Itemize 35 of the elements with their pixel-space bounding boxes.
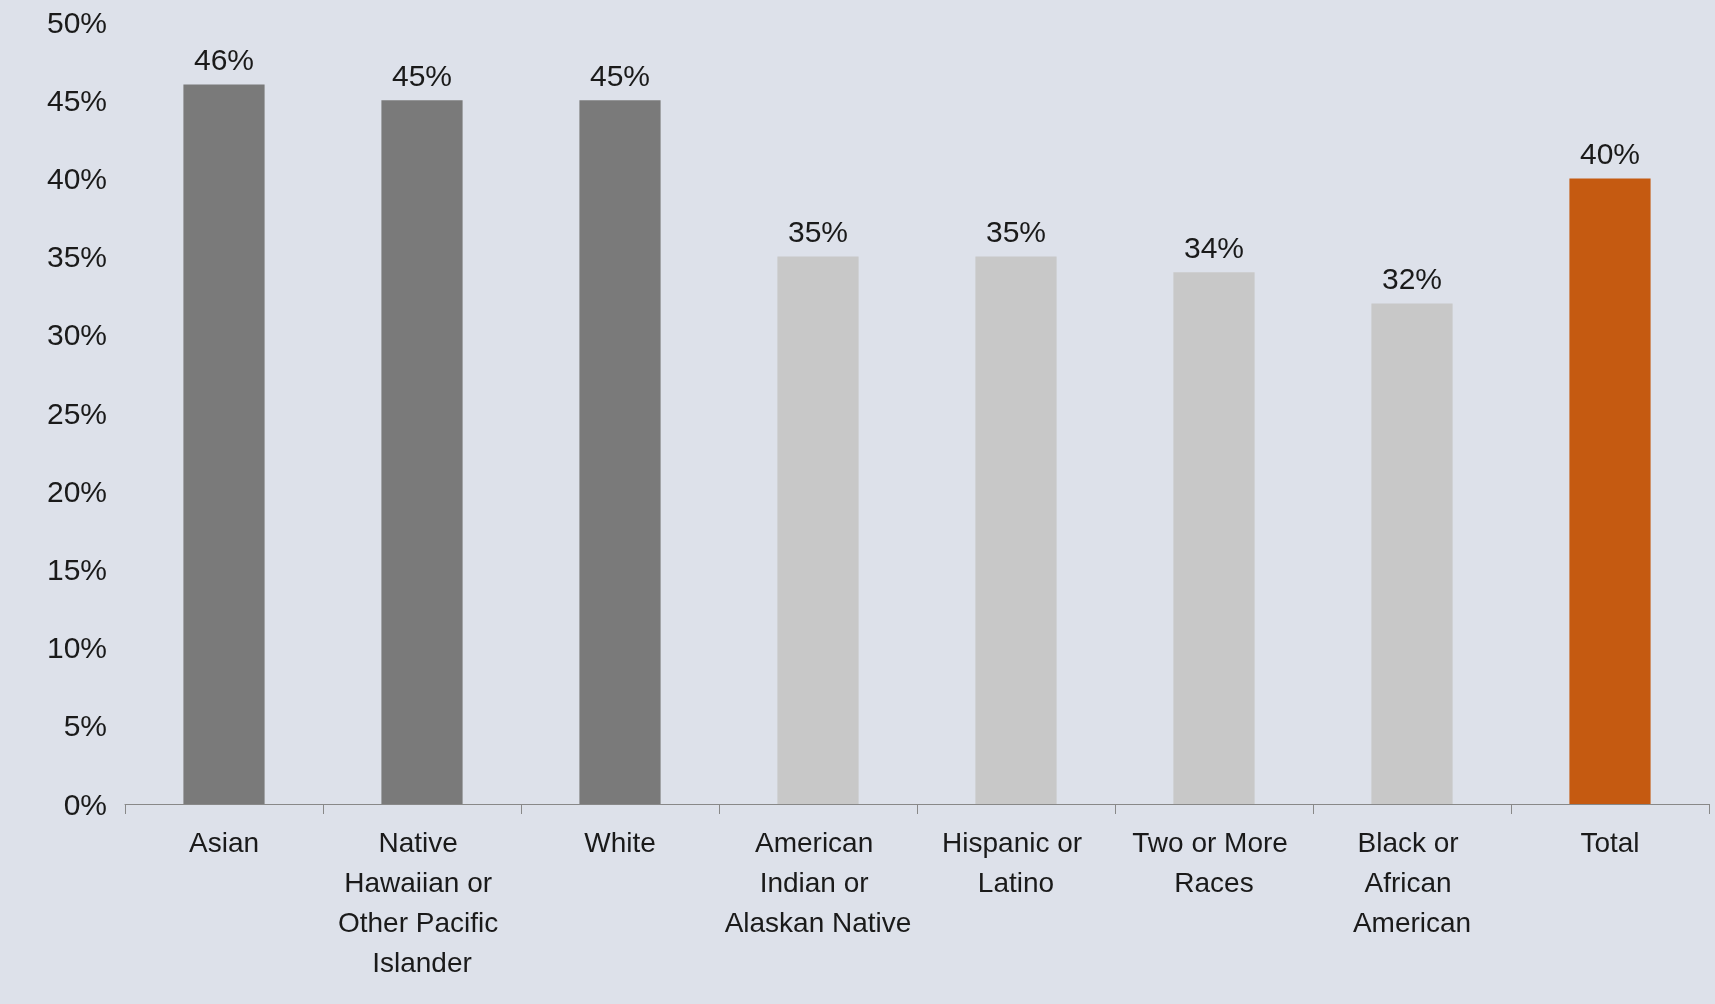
x-tick-label: Asian (188, 826, 260, 858)
y-tick-label: 45% (46, 83, 107, 117)
bar (975, 256, 1057, 804)
bar (777, 256, 859, 804)
data-label: 34% (1183, 230, 1245, 264)
y-tick-label: 15% (46, 552, 107, 586)
bar (381, 100, 463, 804)
y-tick-label: 20% (46, 474, 107, 508)
data-label: 32% (1381, 262, 1443, 296)
y-tick-label: 25% (46, 396, 107, 430)
y-tick-label: 30% (46, 318, 107, 352)
y-tick-label: 10% (46, 631, 107, 665)
y-tick-label: 0% (63, 787, 107, 821)
bar (579, 100, 661, 804)
x-tick-label: Two or More Races (1132, 826, 1296, 898)
x-tick-label: Black or African American (1352, 826, 1472, 938)
y-tick-label: 35% (46, 240, 107, 274)
x-tick-label: Native Hawaiian or Other Pacific Islander (337, 826, 507, 978)
data-label: 35% (787, 215, 849, 249)
x-tick-label: American Indian or Alaskan Native (724, 826, 912, 938)
y-tick-label: 5% (63, 709, 107, 743)
x-tick-label: White (584, 826, 656, 858)
x-tick-label: Total (1580, 826, 1640, 858)
bar (1173, 272, 1255, 804)
data-label: 46% (193, 43, 255, 77)
data-label: 40% (1579, 136, 1641, 170)
bar (183, 84, 265, 804)
data-label: 45% (391, 58, 453, 92)
x-tick-label: Hispanic or Latino (942, 826, 1090, 898)
y-tick-label: 50% (46, 5, 107, 39)
data-label: 35% (985, 215, 1047, 249)
bar (1569, 178, 1651, 804)
data-label: 45% (589, 58, 651, 92)
y-tick-label: 40% (46, 161, 107, 195)
bar (1371, 303, 1453, 804)
